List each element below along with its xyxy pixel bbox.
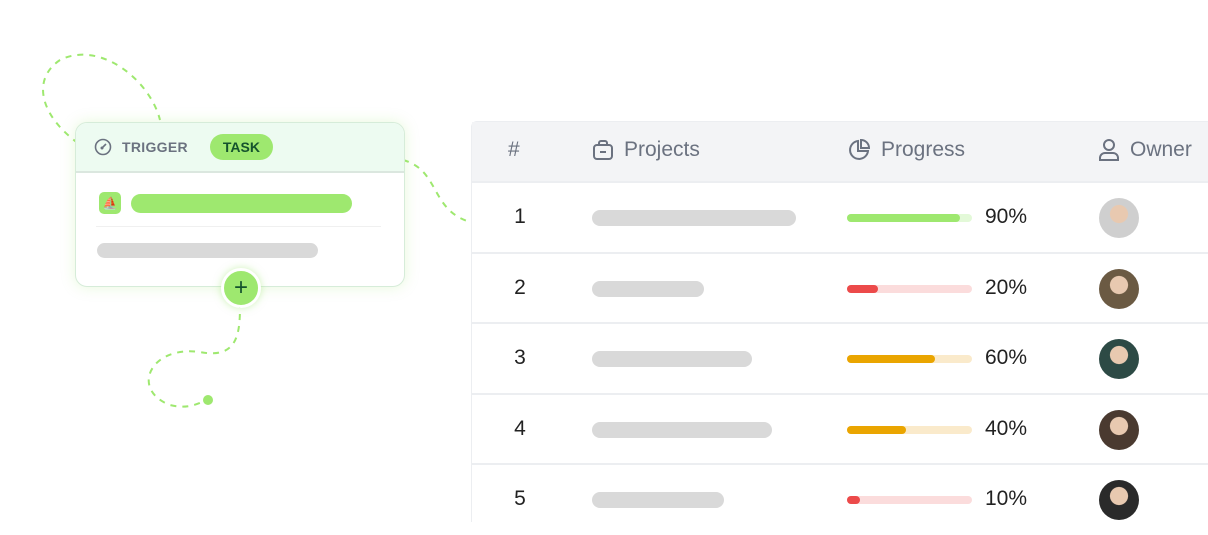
row-index: 4	[514, 416, 526, 440]
divider	[96, 226, 381, 227]
progress-bar	[847, 214, 972, 222]
briefcase-icon	[593, 140, 613, 160]
trigger-label: TRIGGER	[122, 139, 188, 155]
node-title-placeholder	[131, 194, 352, 213]
progress-percent: 10%	[985, 487, 1028, 510]
table-row[interactable]: 4 40%	[472, 392, 1208, 465]
progress-bar	[847, 425, 972, 434]
progress-percent: 60%	[985, 346, 1028, 369]
header-owner[interactable]: Owner	[1098, 138, 1192, 162]
progress-percent: 90%	[985, 205, 1028, 228]
add-step-button[interactable]: +	[221, 268, 261, 308]
pie-chart-icon	[849, 138, 871, 160]
boat-icon: ⛵	[99, 192, 121, 214]
project-name-placeholder	[592, 492, 724, 508]
progress-fill	[847, 355, 935, 363]
connector-lines	[42, 53, 471, 408]
connector-endpoint	[203, 395, 213, 405]
trigger-node-header: TRIGGER TASK	[76, 123, 404, 173]
row-index: 1	[514, 205, 526, 228]
header-progress[interactable]: Progress	[847, 138, 965, 162]
row-index: 3	[514, 346, 526, 369]
header-owner-label: Owner	[1130, 138, 1192, 161]
progress-fill	[847, 214, 960, 222]
table-row[interactable]: 5 10%	[472, 463, 1208, 535]
owner-avatar[interactable]	[1099, 268, 1139, 309]
node-subtitle-placeholder	[97, 243, 318, 258]
progress-bar	[847, 284, 972, 293]
header-index[interactable]: #	[508, 138, 520, 161]
owner-avatar[interactable]	[1099, 480, 1139, 520]
table-row[interactable]: 1 90%	[472, 181, 1208, 253]
progress-percent: 20%	[985, 275, 1028, 299]
projects-table: # Projects Progress Owner 1 90% 2 20% 3 …	[471, 121, 1208, 522]
user-icon	[1099, 139, 1119, 161]
progress-fill	[847, 425, 906, 434]
progress-bar	[847, 355, 972, 363]
project-name-placeholder	[592, 280, 704, 297]
task-badge: TASK	[209, 134, 273, 160]
project-name-placeholder	[592, 210, 796, 226]
table-row[interactable]: 3 60%	[472, 322, 1208, 394]
owner-avatar[interactable]	[1099, 339, 1139, 379]
gauge-icon	[94, 138, 112, 156]
progress-bar	[847, 496, 972, 504]
row-index: 2	[514, 275, 526, 299]
project-name-placeholder	[592, 421, 772, 438]
trigger-node-card[interactable]: TRIGGER TASK ⛵	[75, 122, 405, 287]
progress-fill	[847, 496, 860, 504]
progress-fill	[847, 284, 879, 293]
row-index: 5	[514, 487, 526, 510]
table-header: # Projects Progress Owner	[472, 122, 1208, 181]
table-row[interactable]: 2 20%	[472, 251, 1208, 324]
header-projects-label: Projects	[624, 138, 700, 161]
progress-percent: 40%	[985, 416, 1028, 440]
owner-avatar[interactable]	[1099, 198, 1139, 238]
project-name-placeholder	[592, 351, 752, 367]
header-progress-label: Progress	[881, 138, 966, 161]
owner-avatar[interactable]	[1099, 409, 1139, 450]
header-projects[interactable]: Projects	[592, 138, 700, 162]
